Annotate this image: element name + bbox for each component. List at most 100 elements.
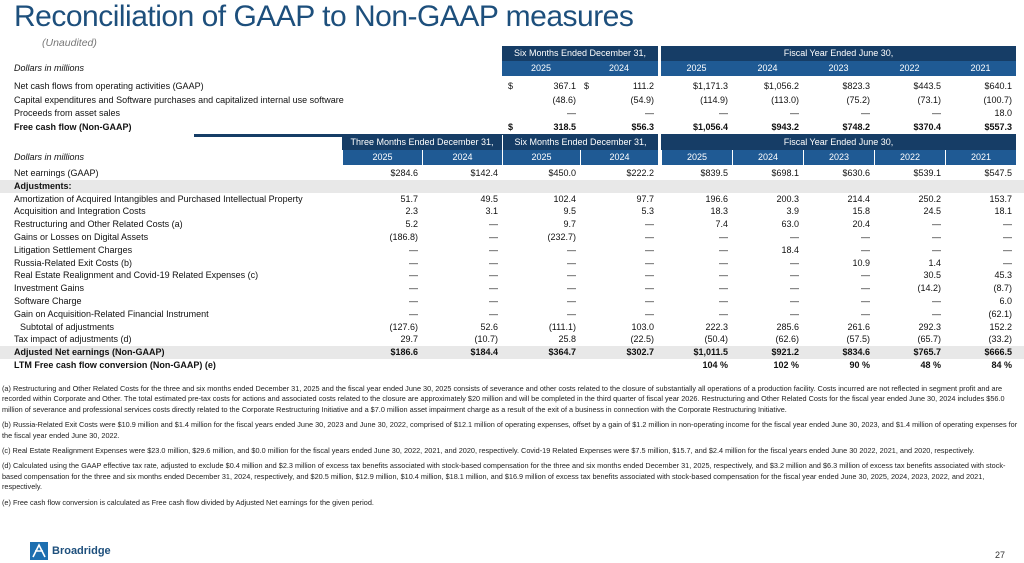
value-cell: $318.5 (502, 121, 580, 135)
value-cell: 84 % (991, 359, 1012, 370)
row-label: Proceeds from asset sales (14, 108, 121, 119)
value-cell: — (645, 283, 654, 294)
value-cell: — (932, 108, 941, 119)
row-label: Adjusted Net earnings (Non-GAAP) (14, 347, 165, 358)
table-row: Gain on Acquisition-Related Financial In… (0, 308, 1024, 321)
table-row: Net cash flows from operating activities… (0, 80, 1024, 94)
value-cell: 29.7 (400, 334, 418, 345)
value-cell: — (719, 108, 728, 119)
row-label: Acquisition and Integration Costs (14, 206, 146, 217)
value-cell: — (719, 270, 728, 281)
header-six-months: Six Months Ended December 31, (502, 135, 658, 150)
table-row: Amortization of Acquired Intangibles and… (0, 193, 1024, 206)
value-cell: $443.5 (913, 81, 941, 91)
value-cell: — (861, 231, 870, 242)
value-cell: 200.3 (776, 193, 799, 204)
value-cell: — (932, 308, 941, 319)
row-label: Adjustments: (14, 180, 72, 191)
value-cell (342, 359, 422, 372)
value-cell: — (645, 257, 654, 268)
value-cell: 285.6 (776, 321, 799, 332)
value-cell: $284.6 (390, 168, 418, 178)
value-cell: — (790, 283, 799, 294)
value-cell: — (1003, 244, 1012, 255)
value-cell: 250.2 (918, 193, 941, 204)
value-cell: (232.7) (547, 231, 576, 242)
value-cell: 222.3 (705, 321, 728, 332)
row-label: Gain on Acquisition-Related Financial In… (14, 308, 209, 319)
value-cell: 48 % (920, 359, 941, 370)
row-label: Capital expenditures and Software purcha… (14, 94, 344, 105)
row-label: Real Estate Realignment and Covid-19 Rel… (14, 270, 259, 281)
value-cell: — (932, 231, 941, 242)
value-cell: $142.4 (470, 168, 498, 178)
value-cell: (114.9) (700, 94, 728, 105)
year-header: 2023 (803, 150, 874, 165)
value-cell: (62.1) (988, 308, 1012, 319)
value-cell (502, 359, 580, 372)
value-cell: — (489, 270, 498, 281)
value-cell: $539.1 (913, 168, 941, 178)
value-cell: (100.7) (983, 94, 1012, 105)
value-cell: — (567, 308, 576, 319)
value: 367.1 (553, 81, 576, 91)
value-cell: $1,056.2 (763, 81, 799, 91)
value-cell: 104 % (702, 359, 728, 370)
value-cell: — (861, 295, 870, 306)
value-cell: 90 % (849, 359, 870, 370)
group-header-row: Six Months Ended December 31, Fiscal Year… (0, 46, 1024, 61)
value-cell: $1,011.5 (693, 347, 728, 358)
value-cell: — (790, 270, 799, 281)
value-cell: $943.2 (771, 121, 799, 132)
adjusted-net-earnings-table: Three Months Ended December 31, Six Month… (0, 135, 1024, 372)
table-row: Free cash flow (Non-GAAP) $318.5 $56.3 $1,0… (0, 121, 1024, 135)
value-cell: — (645, 270, 654, 281)
dollar-sign: $ (584, 81, 590, 91)
value-cell: — (1003, 219, 1012, 230)
value-cell: $823.3 (842, 81, 870, 91)
table-row: Acquisition and Integration Costs 2.3 3.1 9… (0, 205, 1024, 218)
year-header: 2024 (422, 150, 502, 165)
value-cell: — (719, 308, 728, 319)
value-cell: — (580, 107, 658, 121)
value-cell: $184.4 (470, 347, 498, 358)
value-cell: $557.3 (984, 121, 1012, 132)
year-header: 2025 (661, 150, 732, 165)
table-row: Net earnings (GAAP) $284.6 $142.4 $450.0 $22… (0, 167, 1024, 180)
year-header: 2024 (580, 150, 658, 165)
row-label: Investment Gains (14, 283, 85, 294)
value: (48.6) (552, 94, 576, 105)
footnotes: (a) Restructuring and Other Related Cost… (2, 384, 1022, 513)
broadridge-logo-icon (30, 542, 48, 560)
value-cell: — (719, 295, 728, 306)
value-cell: 97.7 (636, 193, 654, 204)
value-cell: 9.7 (563, 219, 576, 230)
value-cell: — (790, 231, 799, 242)
value-cell: 18.0 (994, 108, 1012, 119)
value-cell: (50.4) (704, 334, 728, 345)
value-cell: 18.3 (710, 206, 728, 217)
value-cell: 292.3 (918, 321, 941, 332)
value-cell: (127.6) (389, 321, 418, 332)
value-cell: 102 % (773, 359, 799, 370)
value-cell (580, 359, 658, 372)
table-row: Adjusted Net earnings (Non-GAAP) $186.6 $1… (0, 346, 1024, 359)
year-header: 2022 (874, 150, 945, 165)
value-cell: $367.1 (502, 80, 580, 94)
value-cell: (113.0) (771, 94, 799, 105)
value-cell: — (489, 308, 498, 319)
value-cell: (186.8) (389, 231, 418, 242)
table-row: Litigation Settlement Charges — — — — — 18.4 — —… (0, 244, 1024, 257)
row-label: Amortization of Acquired Intangibles and… (14, 193, 303, 204)
value-cell: (48.6) (502, 94, 580, 108)
header-fiscal-year: Fiscal Year Ended June 30, (661, 46, 1016, 61)
table-row: Real Estate Realignment and Covid-19 Rel… (0, 269, 1024, 282)
value-cell: — (489, 283, 498, 294)
table-row: Subtotal of adjustments (127.6) 52.6 (111.1… (0, 321, 1024, 334)
value-cell: — (790, 257, 799, 268)
dollar-sign: $ (508, 121, 514, 132)
value: 318.5 (553, 121, 576, 132)
value-cell: — (932, 244, 941, 255)
value-cell: 214.4 (847, 193, 870, 204)
value-cell: $640.1 (984, 81, 1012, 91)
